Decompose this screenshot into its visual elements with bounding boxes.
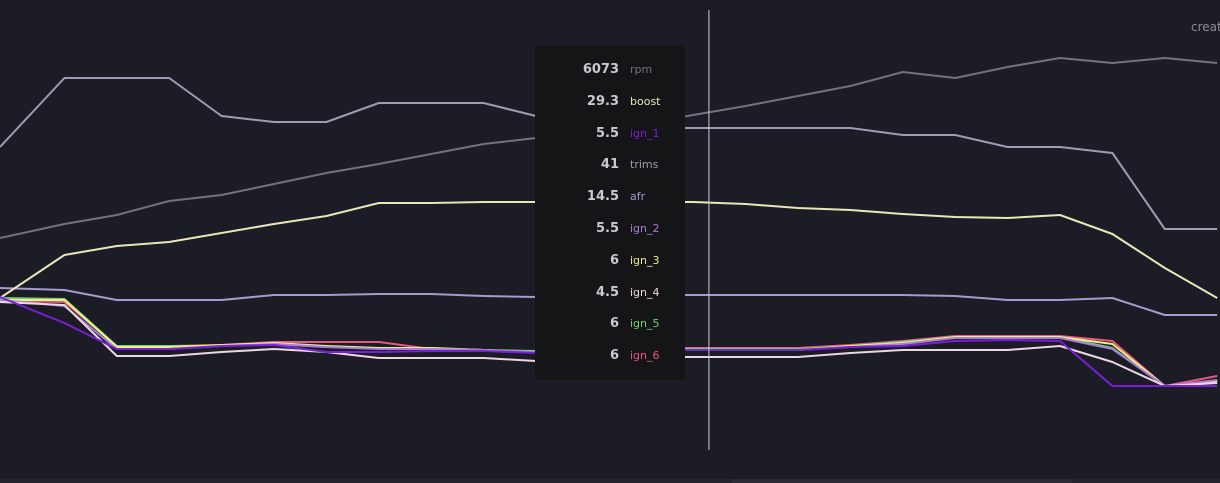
tooltip-value: 6 [609, 348, 619, 364]
tooltip-value: 6073 [582, 62, 619, 77]
tooltip-value: 5.5 [595, 221, 619, 236]
tooltip-value: 6 [609, 316, 619, 332]
tooltip-series-name: ign_5 [630, 317, 660, 331]
tooltip-series-name: ign_3 [630, 253, 660, 267]
tooltip-series-name: ign_6 [630, 349, 660, 363]
hover-tooltip: 6073 rpm 29.3 boost 5.5 ign_1 41 trims 14.5 afr 5.… [535, 45, 685, 380]
tooltip-row-ign-6: 6 ign_6 [535, 346, 685, 366]
corner-label: creat [1191, 20, 1220, 34]
tooltip-row-ign-2: 5.5 ign_2 [535, 219, 685, 239]
tooltip-value: 6 [609, 252, 619, 268]
tooltip-series-name: ign_1 [630, 126, 660, 140]
tooltip-value: 29.3 [586, 93, 619, 109]
horizontal-scrollbar-track[interactable] [0, 479, 1220, 483]
tooltip-series-name: ign_2 [630, 222, 660, 235]
tooltip-row-boost: 29.3 boost [535, 92, 685, 112]
tooltip-series-name: boost [630, 94, 661, 108]
tooltip-series-name: ign_4 [630, 285, 660, 299]
tooltip-row-ign-5: 6 ign_5 [535, 314, 685, 334]
tooltip-value: 5.5 [595, 125, 619, 141]
tooltip-row-afr: 14.5 afr [535, 187, 685, 207]
tooltip-series-name: rpm [630, 63, 653, 76]
tooltip-value: 41 [600, 157, 619, 173]
tooltip-value: 4.5 [595, 284, 619, 300]
tooltip-row-ign-3: 6 ign_3 [535, 251, 685, 271]
tooltip-series-name: afr [630, 190, 646, 204]
tooltip-row-trims: 41 trims [535, 155, 685, 175]
tooltip-value: 14.5 [586, 189, 619, 205]
tooltip-row-ign-4: 4.5 ign_4 [535, 283, 685, 303]
tooltip-row-ign-1: 5.5 ign_1 [535, 124, 685, 144]
horizontal-scrollbar-thumb[interactable] [732, 479, 1072, 483]
tooltip-row-rpm: 6073 rpm [535, 60, 685, 80]
tooltip-series-name: trims [630, 158, 659, 172]
